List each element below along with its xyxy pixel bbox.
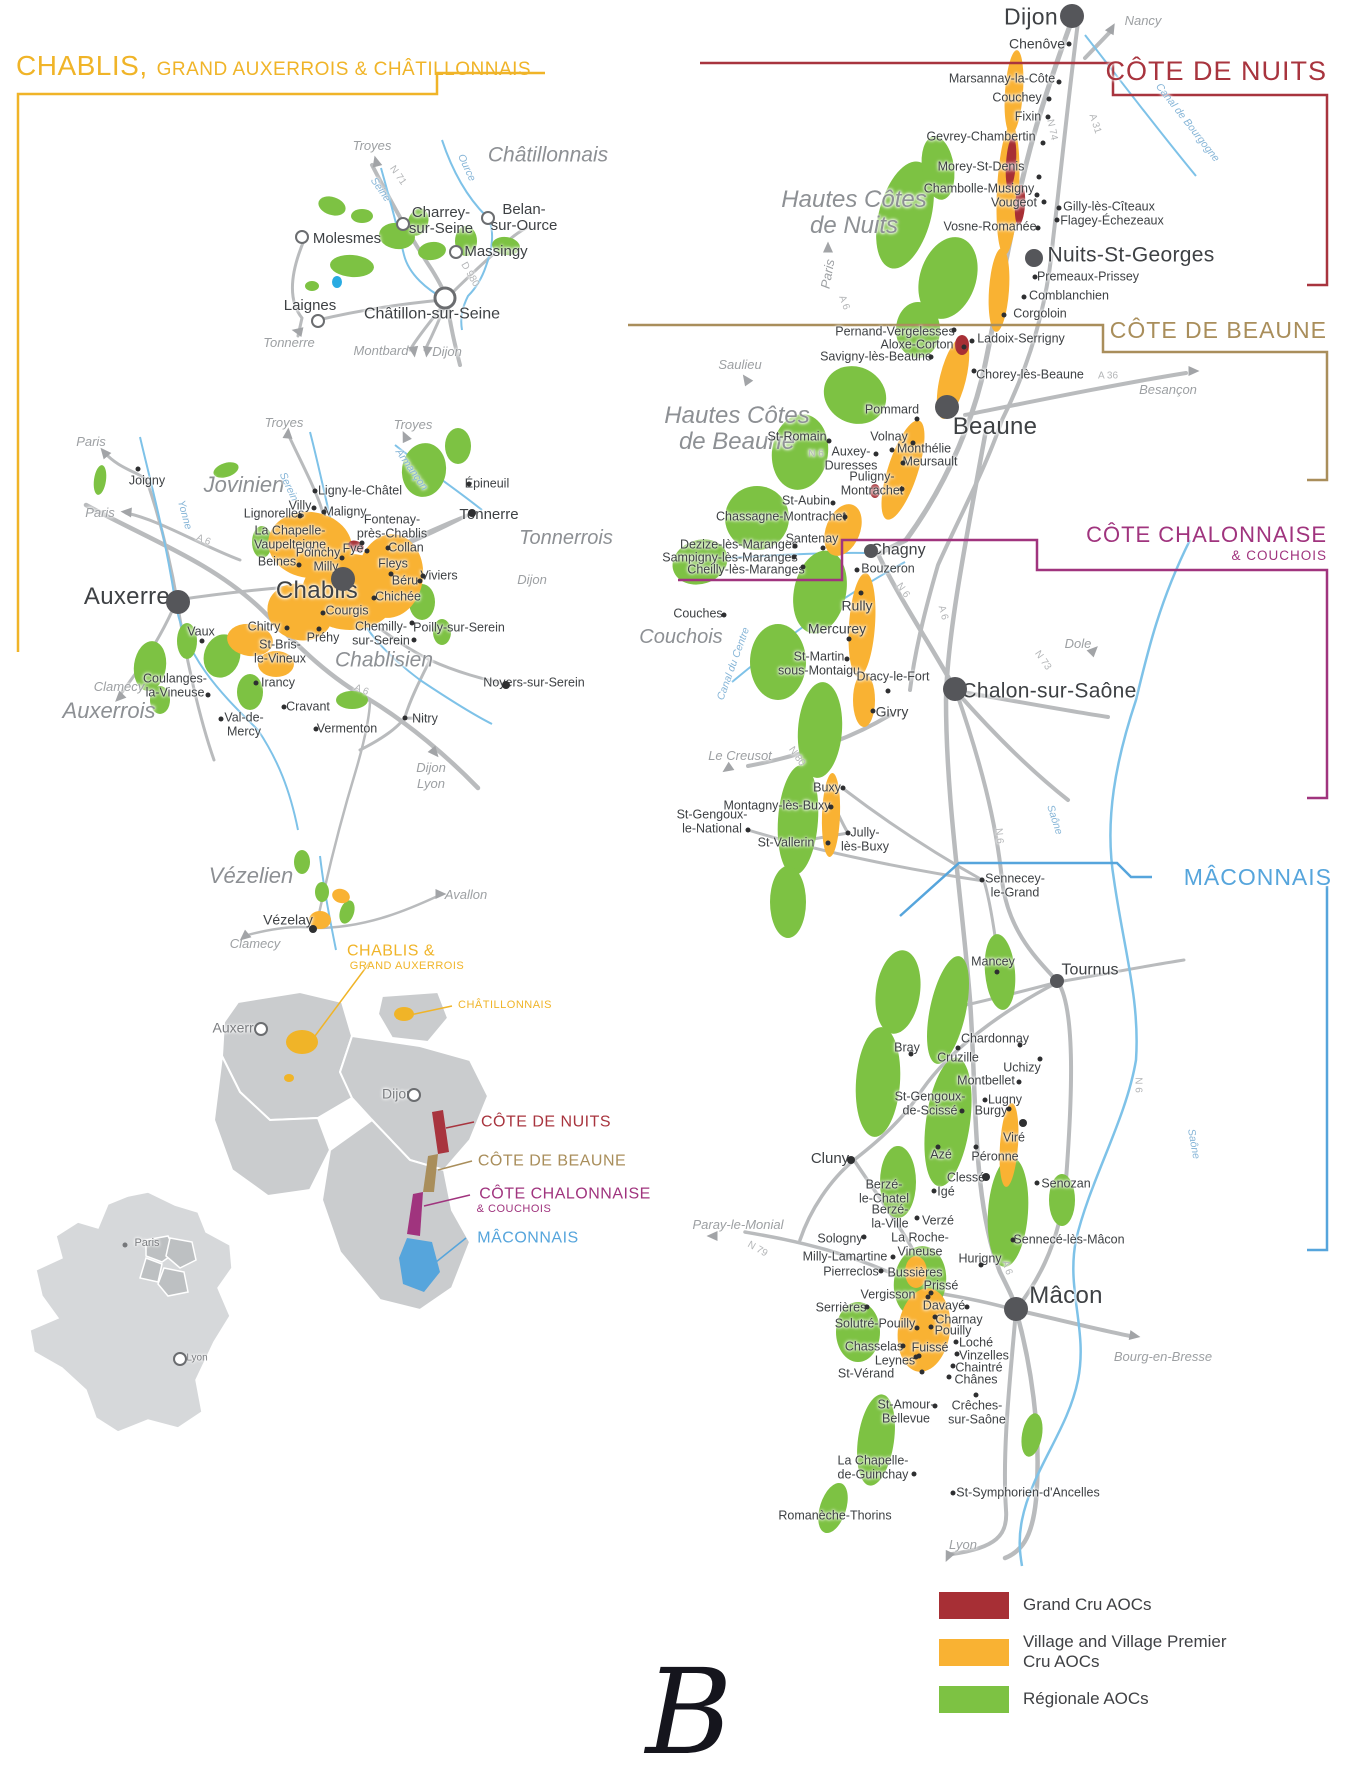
france-map [29, 1191, 233, 1433]
legend-row-village: Village and Village Premier Cru AOCs [939, 1632, 1227, 1673]
roads-layer [83, 17, 1188, 1561]
grand-cru-swatch [939, 1592, 1009, 1619]
village-swatch [939, 1638, 1009, 1666]
chablis-bracket [16, 71, 545, 652]
cote-de-nuits-title: CÔTE DE NUITS [1105, 56, 1327, 86]
maconnais-bracket [899, 861, 1329, 1252]
cote-chalonnaise-bracket [678, 538, 1329, 800]
legend: Grand Cru AOCs Village and Village Premi… [939, 1592, 1227, 1713]
legend-label-village: Village and Village Premier Cru AOCs [1023, 1632, 1227, 1672]
cote-de-beaune-bracket [628, 323, 1329, 482]
legend-label-regionale: Régionale AOCs [1023, 1689, 1149, 1709]
couchois-subtitle: & COUCHOIS [1231, 548, 1327, 563]
grand-cru-areas [348, 137, 1026, 552]
overview-map [212, 961, 490, 1312]
map-title-primary: CHABLIS, [16, 50, 148, 81]
region-brackets [16, 61, 1329, 1252]
legend-row-regionale: Régionale AOCs [939, 1685, 1227, 1713]
cote-de-beaune-title: CÔTE DE BEAUNE [1109, 317, 1327, 343]
map-title-secondary: GRAND AUXERROIS & CHÂTILLONNAIS [156, 59, 532, 80]
regionale-swatch [939, 1685, 1009, 1713]
lake [332, 276, 342, 288]
legend-row-grand-cru: Grand Cru AOCs [939, 1592, 1227, 1619]
map-title: CHABLIS, GRAND AUXERROIS & CHÂTILLONNAIS [16, 50, 531, 82]
cote-chalonnaise-title: CÔTE CHALONNAISE [1086, 522, 1327, 547]
legend-label-grand-cru: Grand Cru AOCs [1023, 1595, 1152, 1615]
rivers-layer [139, 34, 1197, 1567]
cote-de-nuits-bracket [700, 61, 1329, 287]
maconnais-title: MÂCONNAIS [1183, 864, 1332, 890]
bourgogne-logo: B [645, 1643, 733, 1771]
regionale-aoc-areas [93, 136, 1075, 1534]
